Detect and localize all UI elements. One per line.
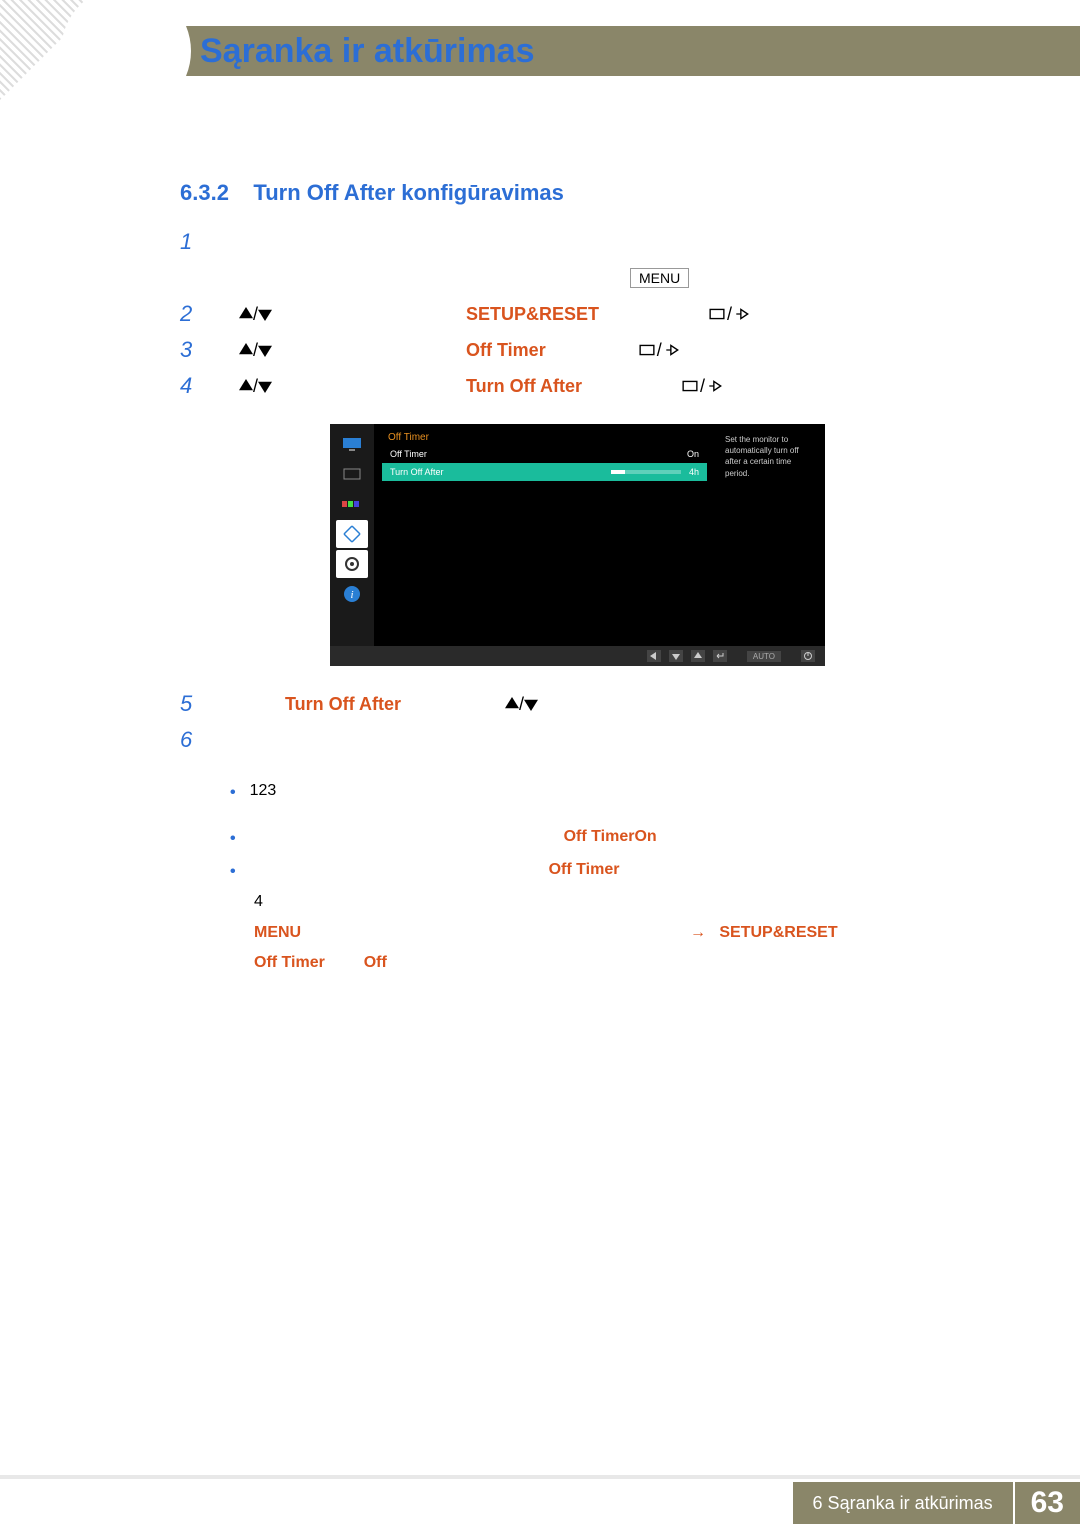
svg-text:i: i	[350, 589, 353, 601]
step-number: 5	[180, 691, 235, 717]
arrow-hl: →	[690, 924, 706, 941]
osd-row-turnoff: Turn Off After 4h	[382, 463, 707, 481]
auto-button: AUTO	[747, 651, 781, 662]
color-icon	[336, 490, 368, 518]
power-icon	[801, 650, 815, 662]
osd-row-offtimer: Off Timer On	[382, 445, 707, 463]
setup-hl: SETUP&RESET	[719, 924, 837, 941]
offtimer-hl: Off Timer	[254, 954, 325, 971]
osd-help-text: Set the monitor to automatically turn of…	[725, 435, 799, 478]
down-icon	[669, 650, 683, 662]
footer: 6 Sąranka ir atkūrimas 63	[0, 1475, 1080, 1527]
up-down-icon: /	[505, 694, 538, 715]
section-number: 6.3.2	[180, 180, 229, 205]
bullet-text: 123	[250, 776, 277, 806]
size-icon	[336, 520, 368, 548]
osd-panel: i Off Timer Off Timer On Turn Off After …	[330, 424, 825, 646]
step-target: Off Timer	[466, 340, 546, 361]
up-down-icon: /	[239, 340, 272, 361]
up-icon	[691, 650, 705, 662]
step-4: 4 / Turn Off After /	[180, 368, 980, 404]
chapter-circle	[85, 10, 167, 92]
menu-button-label: MENU	[630, 268, 689, 288]
step-number: 3	[180, 337, 235, 363]
step-target: SETUP&RESET	[466, 304, 599, 325]
osd-nav-buttons	[647, 650, 727, 662]
off-hl: Off	[364, 954, 387, 971]
bullet-3: • Off Timer	[230, 855, 980, 887]
brightness-icon	[336, 460, 368, 488]
bullet-dot: •	[230, 778, 236, 808]
page-number: 63	[1015, 1482, 1080, 1524]
enter-icon	[713, 650, 727, 662]
bullet-dot: •	[230, 824, 236, 854]
osd-help: Set the monitor to automatically turn of…	[715, 424, 825, 646]
step-number: 2	[180, 301, 235, 327]
gear-icon	[336, 550, 368, 578]
osd-menu: Off Timer Off Timer On Turn Off After 4h	[374, 424, 715, 646]
osd-row-label: Off Timer	[390, 449, 427, 459]
bullet-highlight: Off Timer	[549, 855, 620, 885]
confirm-icon: /	[682, 376, 723, 397]
step-target: Turn Off After	[466, 376, 582, 397]
bullet-3-line3: Off Timer Off	[230, 948, 980, 978]
footer-text: 6 Sąranka ir atkūrimas	[793, 1482, 1013, 1524]
osd-row-label: Turn Off After	[390, 467, 444, 477]
chapter-title: Sąranka ir atkūrimas	[200, 32, 535, 71]
osd-row-value: 4h	[689, 467, 699, 477]
osd-slider	[611, 470, 681, 474]
step-1: 1	[180, 224, 980, 260]
bullet-highlight: Off TimerOn	[564, 822, 657, 852]
left-icon	[647, 650, 661, 662]
up-down-icon: /	[239, 376, 272, 397]
confirm-icon: /	[639, 340, 680, 361]
step-number: 1	[180, 229, 235, 255]
osd-row-value: On	[687, 449, 699, 459]
step-5: 5 Turn Off After /	[180, 686, 980, 722]
step-number: 6	[180, 727, 235, 753]
menu-line: MENU	[180, 260, 980, 296]
section-heading: Turn Off After konfigūravimas	[253, 180, 563, 205]
bullet-3-sub: 4	[230, 887, 980, 917]
header-bar: Sąranka ir atkūrimas	[70, 26, 1080, 76]
osd-bottom-bar: AUTO	[330, 646, 825, 666]
sub-num: 4	[254, 893, 263, 910]
step-number: 4	[180, 373, 235, 399]
confirm-icon: /	[709, 304, 750, 325]
monitor-icon	[336, 430, 368, 458]
menu-hl: MENU	[254, 924, 301, 941]
bullet-dot: •	[230, 857, 236, 887]
notes-block: • 123 • Off TimerOn • Off Timer 4 MENU →…	[230, 776, 980, 978]
step-6: 6	[180, 722, 980, 758]
step-3: 3 / Off Timer /	[180, 332, 980, 368]
step-target: Turn Off After	[285, 694, 401, 715]
info-icon: i	[336, 580, 368, 608]
bullet-2: • Off TimerOn	[230, 822, 980, 854]
section-title: 6.3.2 Turn Off After konfigūravimas	[180, 180, 980, 206]
bullet-3-line2: MENU → SETUP&RESET	[230, 918, 980, 948]
osd-sidebar: i	[330, 424, 374, 646]
content-area: 6.3.2 Turn Off After konfigūravimas 1 ME…	[180, 180, 980, 978]
step-2: 2 / SETUP&RESET /	[180, 296, 980, 332]
osd-screenshot: i Off Timer Off Timer On Turn Off After …	[330, 424, 825, 666]
osd-menu-title: Off Timer	[382, 430, 707, 445]
up-down-icon: /	[239, 304, 272, 325]
bullet-1: • 123	[230, 776, 980, 808]
